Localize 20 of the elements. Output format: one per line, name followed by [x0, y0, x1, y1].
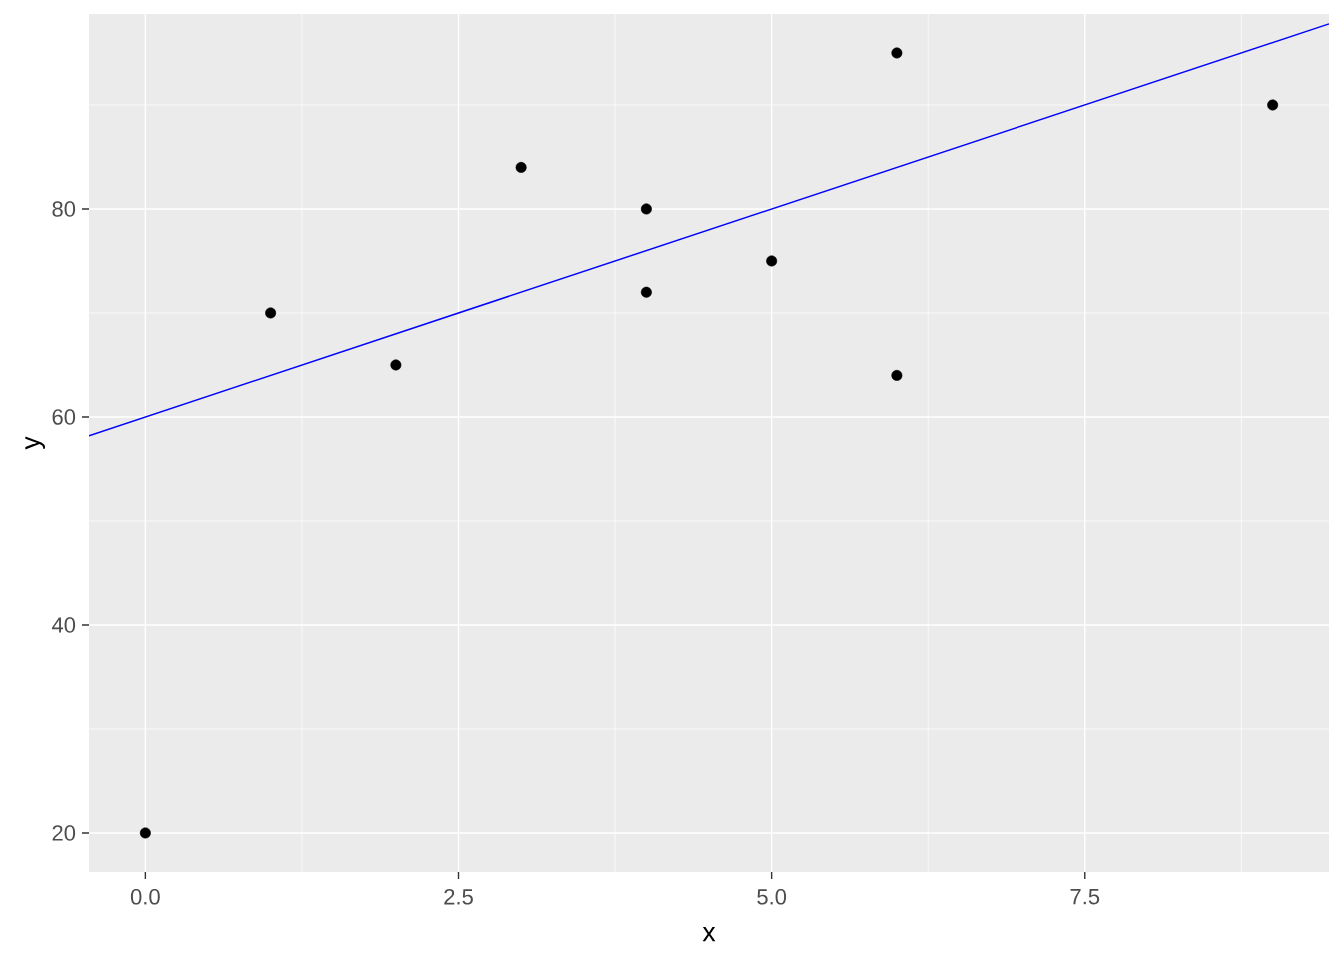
x-tick-label: 5.0: [757, 889, 787, 905]
x-axis-title: x: [702, 927, 716, 942]
y-tick-label: 40: [51, 617, 76, 633]
point: [1267, 99, 1279, 111]
point: [139, 827, 151, 839]
point: [891, 47, 903, 59]
x-tick-label: 0.0: [130, 889, 160, 905]
point: [515, 161, 527, 173]
y-axis-title: y: [25, 436, 46, 450]
point: [891, 369, 903, 381]
point: [265, 307, 277, 319]
x-tick-label: 2.5: [444, 889, 473, 905]
point: [766, 255, 778, 267]
point: [640, 286, 652, 298]
y-tick-label: 20: [52, 825, 76, 841]
y-tick-label: 80: [52, 201, 76, 217]
x-tick-label: 7.5: [1070, 889, 1100, 905]
point: [640, 203, 652, 215]
y-tick-label: 60: [52, 409, 76, 425]
point: [390, 359, 402, 371]
